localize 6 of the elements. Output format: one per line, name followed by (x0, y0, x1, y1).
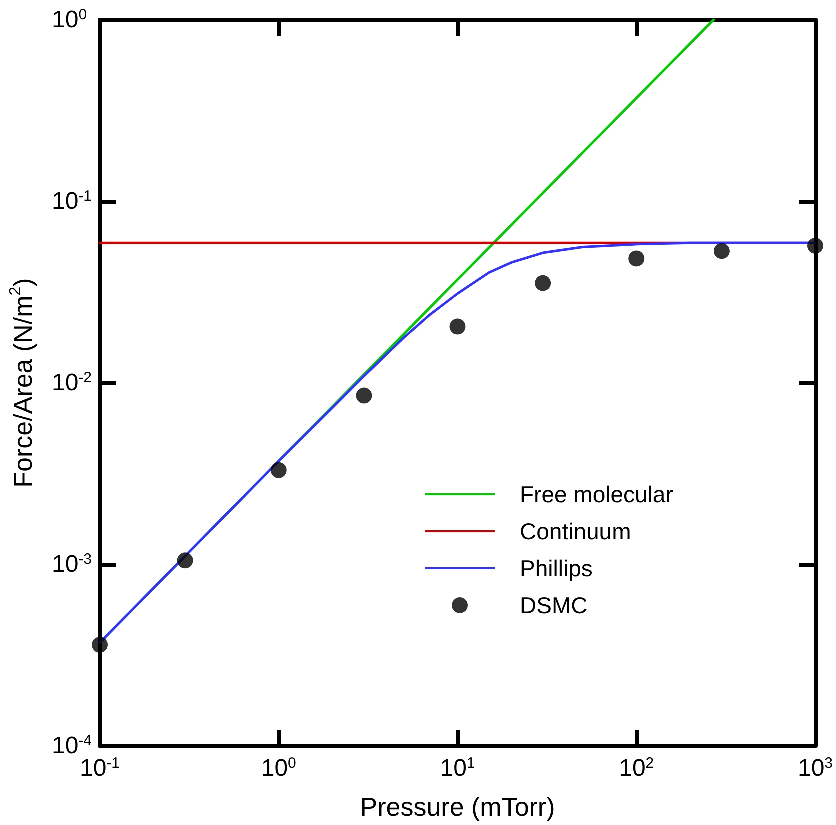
y-axis-title: Force/Area (N/m2) (8, 278, 38, 488)
x-axis-title: Pressure (mTorr) (360, 792, 556, 822)
legend-label: Continuum (520, 518, 632, 544)
legend-label: DSMC (520, 592, 588, 618)
legend-label: Phillips (520, 556, 593, 582)
legend-label: Free molecular (520, 482, 674, 508)
